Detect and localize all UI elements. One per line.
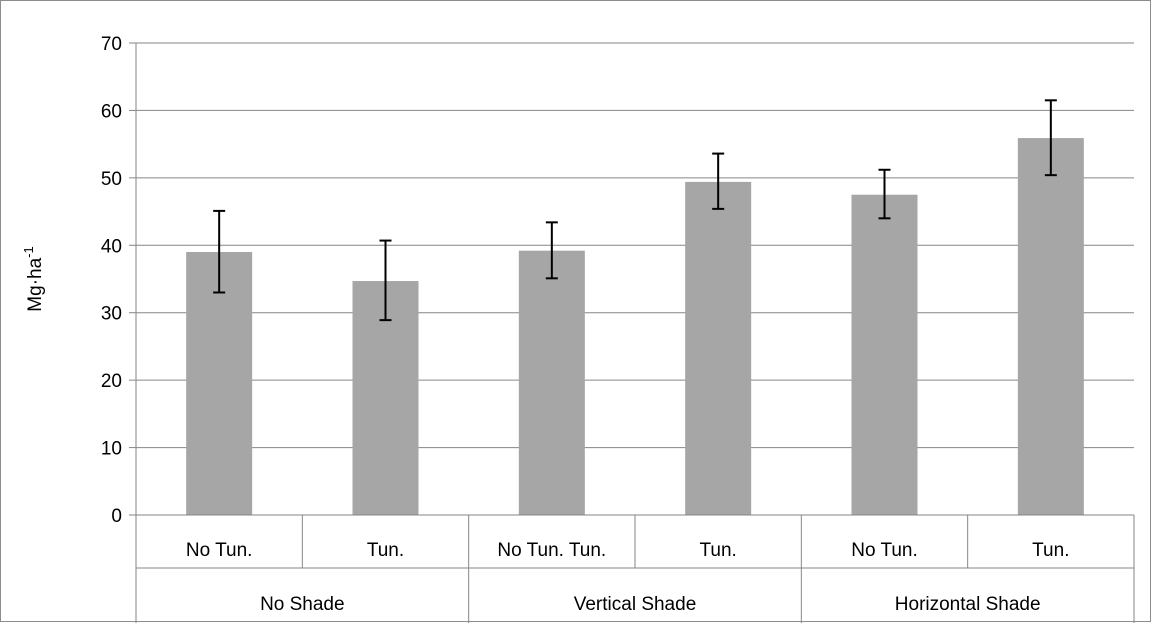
error-bar: [878, 168, 891, 220]
bar: [186, 252, 253, 515]
gridlines: [136, 42, 1134, 449]
category-label: No Tun.: [851, 540, 918, 561]
y-tick-label: 50: [101, 169, 122, 190]
group-label: Horizontal Shade: [895, 594, 1041, 615]
y-tick-label: 70: [101, 34, 122, 55]
group-label: Vertical Shade: [574, 594, 697, 615]
axes: [129, 42, 1135, 623]
y-tick-labels: 0 10 20 30 40 50 60 70: [101, 34, 122, 527]
y-tick-label: 0: [111, 506, 122, 527]
y-tick-label: 60: [101, 101, 122, 122]
group-labels: No Shade Vertical Shade Horizontal Shade: [260, 594, 1040, 615]
category-label: Tun.: [700, 540, 737, 561]
error-bar: [1044, 99, 1057, 177]
bar: [685, 181, 752, 515]
error-bar: [379, 239, 392, 322]
bar: [518, 250, 585, 515]
category-label: No Tun.: [186, 540, 253, 561]
bar: [1017, 138, 1084, 515]
bars: [186, 138, 1084, 515]
y-tick-label: 20: [101, 371, 122, 392]
category-label: No Tun. Tun.: [497, 540, 606, 561]
category-label: Tun.: [367, 540, 404, 561]
y-tick-label: 30: [101, 304, 122, 325]
error-bars: [213, 99, 1057, 322]
y-axis-title: Mg·ha-1: [21, 246, 46, 311]
y-axis-title-main: Mg·ha: [25, 257, 46, 311]
category-labels: No Tun. Tun. No Tun. Tun. Tun. No Tun. Tun.: [186, 540, 1070, 561]
error-bar: [545, 221, 558, 280]
category-label: Tun.: [1032, 540, 1069, 561]
error-bar: [213, 209, 226, 294]
y-tick-label: 10: [101, 439, 122, 460]
y-axis-title-superscript: -1: [21, 246, 36, 258]
bar: [851, 194, 918, 515]
error-bar: [712, 152, 725, 210]
group-label: No Shade: [260, 594, 345, 615]
y-tick-label: 40: [101, 236, 122, 257]
